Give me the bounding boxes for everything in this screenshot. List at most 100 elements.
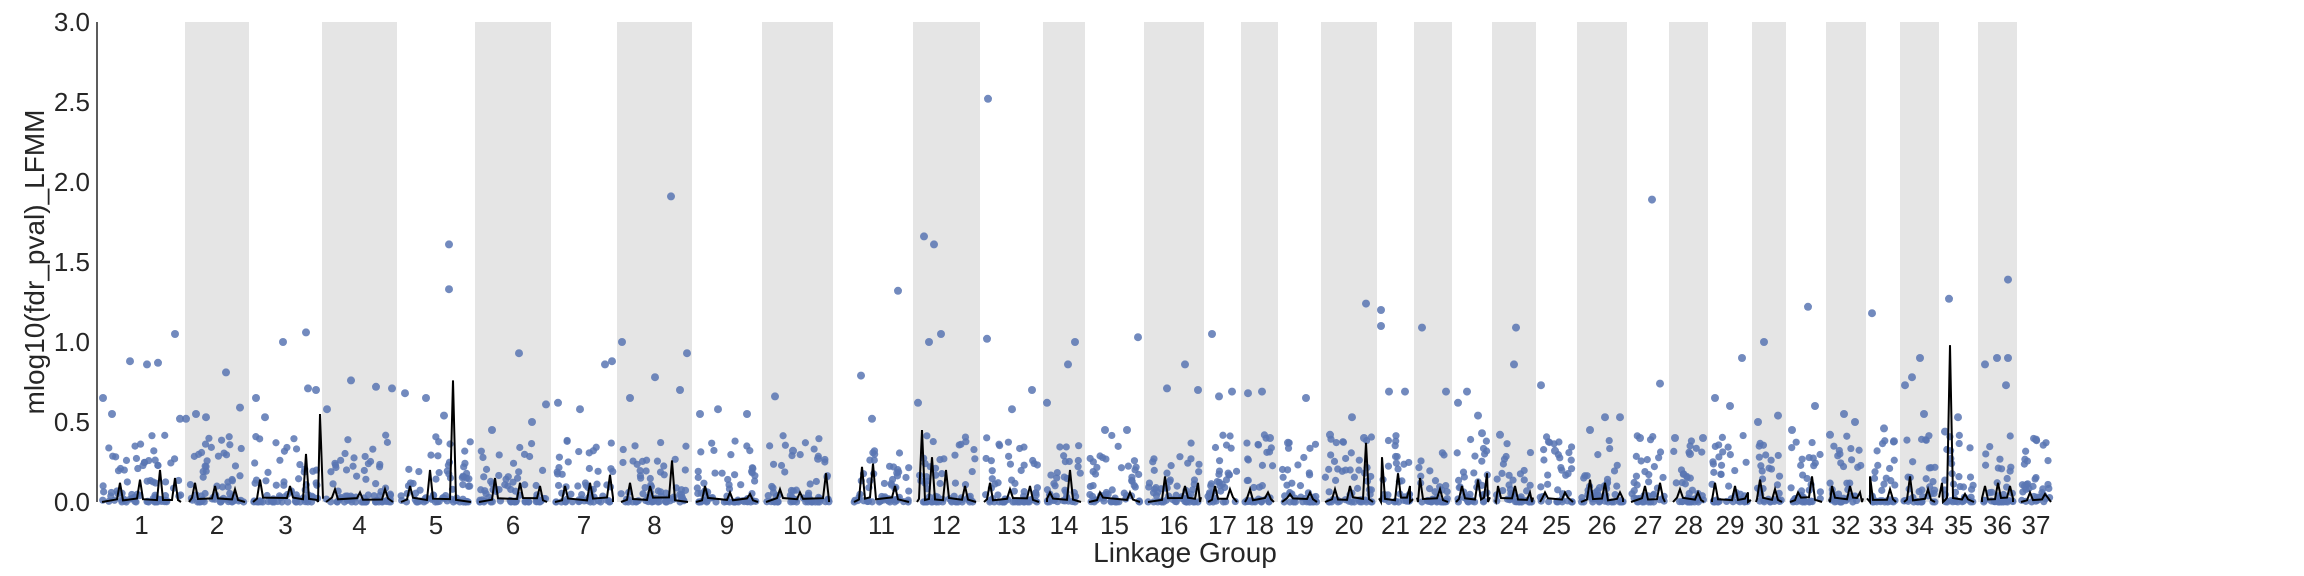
x-tick-label: 8 bbox=[647, 510, 661, 540]
data-point bbox=[1966, 473, 1975, 481]
data-point-outlier bbox=[312, 386, 320, 394]
group-band-36 bbox=[1978, 22, 2017, 502]
data-point bbox=[994, 479, 1002, 487]
data-point bbox=[284, 498, 292, 506]
data-point bbox=[372, 480, 380, 488]
data-point-outlier bbox=[302, 328, 310, 337]
data-point bbox=[383, 438, 392, 446]
data-point bbox=[1346, 466, 1354, 474]
data-point-outlier bbox=[143, 360, 151, 369]
data-point bbox=[1074, 456, 1082, 465]
data-point bbox=[1053, 474, 1061, 482]
data-point bbox=[1493, 475, 1501, 483]
data-point bbox=[1438, 449, 1446, 457]
data-point-outlier bbox=[1601, 413, 1609, 422]
data-point bbox=[592, 443, 600, 451]
data-point bbox=[434, 452, 442, 460]
x-axis-title: Linkage Group bbox=[1093, 537, 1277, 568]
data-point bbox=[1050, 480, 1058, 488]
data-point-outlier bbox=[1454, 398, 1462, 407]
data-point bbox=[1637, 457, 1645, 465]
data-point bbox=[1670, 447, 1678, 455]
data-point-outlier bbox=[1510, 360, 1518, 369]
data-point bbox=[207, 443, 215, 451]
data-point bbox=[268, 498, 277, 506]
data-point bbox=[605, 498, 614, 506]
data-point bbox=[446, 440, 454, 448]
data-point-outlier bbox=[857, 371, 865, 380]
data-point bbox=[988, 467, 996, 475]
data-point bbox=[1279, 473, 1287, 481]
data-point-outlier bbox=[714, 405, 722, 414]
data-point bbox=[435, 469, 443, 477]
data-point bbox=[521, 481, 529, 489]
data-point bbox=[283, 443, 291, 452]
data-point bbox=[585, 449, 593, 457]
data-point-outlier bbox=[1418, 323, 1426, 332]
data-point bbox=[1020, 498, 1028, 506]
data-point bbox=[642, 467, 650, 475]
data-point bbox=[1283, 466, 1292, 474]
data-point bbox=[2039, 441, 2047, 449]
data-point bbox=[1605, 436, 1613, 445]
data-point bbox=[1616, 498, 1624, 506]
trend-line-16 bbox=[1147, 476, 1202, 503]
data-point bbox=[779, 432, 787, 440]
data-point bbox=[1544, 480, 1552, 488]
data-point bbox=[1509, 476, 1517, 484]
data-point bbox=[774, 498, 782, 506]
data-point bbox=[694, 489, 702, 498]
data-point bbox=[1554, 486, 1562, 494]
data-point bbox=[597, 498, 605, 506]
data-point bbox=[1043, 486, 1051, 494]
data-point-outlier bbox=[192, 410, 200, 418]
data-point-outlier bbox=[683, 349, 691, 358]
data-point bbox=[555, 463, 563, 472]
data-point-outlier bbox=[983, 334, 991, 343]
data-point bbox=[710, 446, 718, 455]
data-point bbox=[1959, 483, 1968, 491]
trend-line-8 bbox=[620, 460, 689, 503]
data-point-outlier bbox=[171, 330, 179, 338]
data-point bbox=[1756, 497, 1764, 505]
data-point bbox=[1483, 447, 1491, 455]
group-band-32 bbox=[1826, 22, 1866, 502]
data-point bbox=[1526, 448, 1535, 457]
data-point bbox=[1426, 467, 1434, 475]
data-point bbox=[1311, 440, 1320, 448]
data-point bbox=[1065, 457, 1073, 466]
data-point bbox=[1415, 464, 1423, 472]
data-point-outlier bbox=[1377, 306, 1385, 314]
data-point bbox=[1091, 470, 1100, 478]
data-point bbox=[1417, 457, 1425, 465]
data-point bbox=[1075, 442, 1083, 450]
data-point bbox=[1675, 498, 1684, 506]
data-point bbox=[1405, 458, 1413, 467]
data-point bbox=[1659, 473, 1667, 482]
data-point-outlier bbox=[1993, 354, 2001, 362]
data-point bbox=[1244, 455, 1252, 463]
data-point bbox=[145, 456, 153, 465]
data-point bbox=[1540, 446, 1548, 454]
data-point bbox=[2044, 457, 2052, 465]
data-point bbox=[905, 487, 913, 495]
data-point bbox=[432, 475, 440, 483]
data-point-outlier bbox=[1134, 333, 1142, 342]
x-tick-label: 36 bbox=[1983, 510, 2012, 540]
data-point bbox=[1915, 487, 1923, 496]
data-point bbox=[1299, 498, 1307, 506]
group-band-12 bbox=[913, 22, 980, 502]
data-point bbox=[1218, 480, 1226, 488]
data-point bbox=[1294, 461, 1302, 469]
trend-line-36 bbox=[1981, 482, 2014, 502]
data-point bbox=[1499, 460, 1508, 468]
data-point bbox=[1431, 477, 1440, 485]
data-point bbox=[161, 431, 169, 439]
data-point bbox=[1029, 456, 1037, 465]
data-point bbox=[217, 498, 225, 506]
data-point bbox=[1060, 473, 1068, 481]
data-point bbox=[1150, 466, 1158, 474]
data-point-outlier bbox=[2032, 435, 2040, 444]
data-point bbox=[2020, 460, 2028, 468]
data-point-outlier bbox=[1302, 394, 1310, 402]
